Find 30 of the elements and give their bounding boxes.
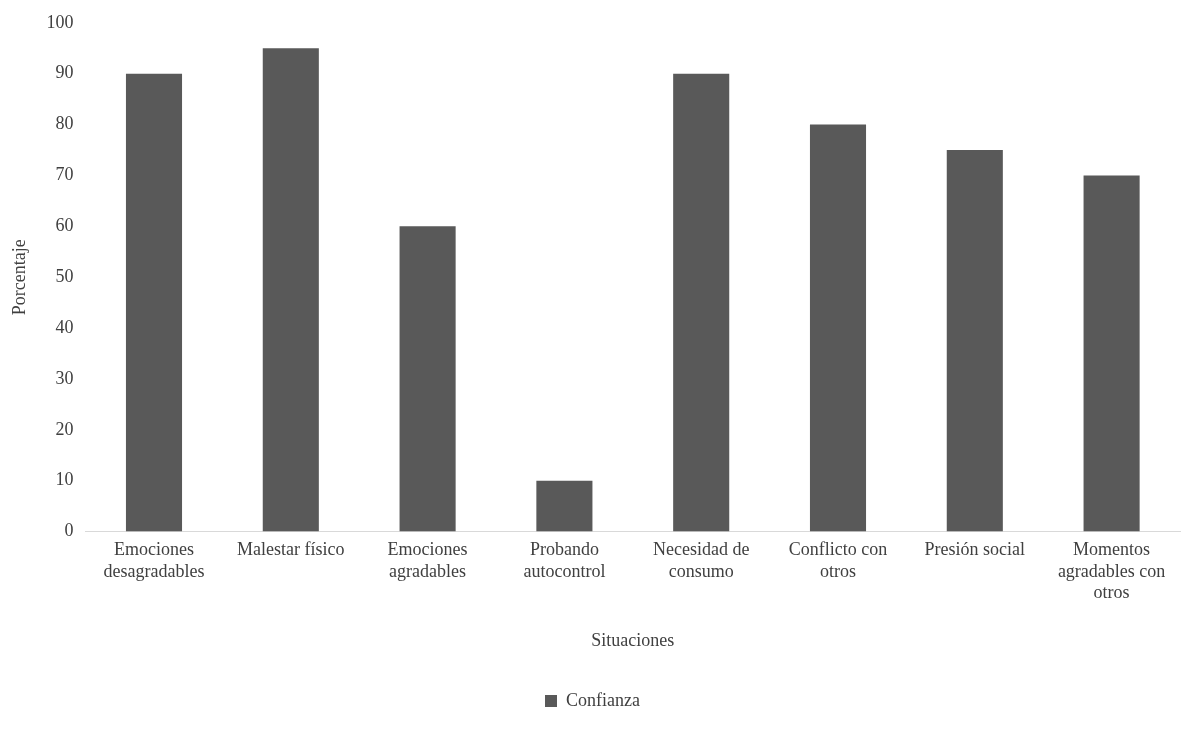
bar (673, 73, 730, 532)
x-tick-label: Probando autocontrol (523, 539, 606, 581)
y-tick-label: 30 (55, 367, 74, 388)
y-tick-label: 90 (55, 62, 74, 83)
y-tick-label: 40 (55, 316, 74, 337)
bar (809, 124, 867, 532)
x-tick-label: Conflicto con otros (788, 539, 888, 581)
y-tick-label: 20 (55, 418, 74, 439)
x-tick-label: Emociones desagradables (103, 539, 205, 581)
x-tick-label: Malestar físico (237, 539, 345, 560)
bar (536, 480, 593, 532)
bar (1083, 175, 1140, 532)
y-tick-label: 50 (55, 265, 74, 286)
y-tick-label: 60 (55, 215, 74, 236)
bar (399, 226, 456, 532)
y-tick-label: 100 (46, 11, 74, 32)
x-tick-label: Momentos agradables con otros (1057, 539, 1166, 603)
x-tick-label: Presión social (924, 539, 1026, 560)
bar (946, 150, 1003, 532)
legend-label: Confianza (566, 689, 640, 710)
y-tick-label: 0 (64, 520, 74, 541)
x-axis-title: Situaciones (591, 629, 675, 650)
y-tick-label: 80 (55, 113, 74, 134)
bar (125, 73, 183, 532)
y-tick-label: 70 (55, 164, 74, 185)
y-axis-title: Porcentaje (8, 239, 29, 316)
y-tick-label: 10 (55, 469, 74, 490)
x-tick-label: Emociones agradables (387, 539, 468, 581)
bar (262, 48, 319, 532)
x-tick-label: Necesidad de consumo (652, 539, 750, 581)
